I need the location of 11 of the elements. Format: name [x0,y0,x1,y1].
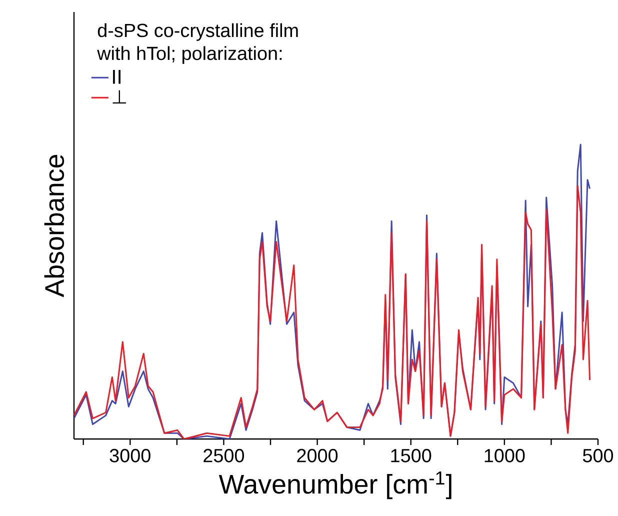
y-axis-title: Absorbance [44,154,64,298]
legend-label: ⊥ [112,90,126,104]
x-tick-label: 1000 [484,448,525,462]
x-tick-label: 2000 [297,448,338,462]
x-axis-title: Wavenumber [cm$^{-1}$] [218,472,452,500]
x-tick-label: 2500 [204,448,244,462]
x-tick-label: 500 [582,448,614,462]
x-tick-label: 1500 [391,448,432,462]
legend-title: d-sPS co-crystalline film with hTol; polarization: [97,23,298,64]
x-tick-label: 3000 [110,448,150,462]
legend-label: II [113,70,120,84]
